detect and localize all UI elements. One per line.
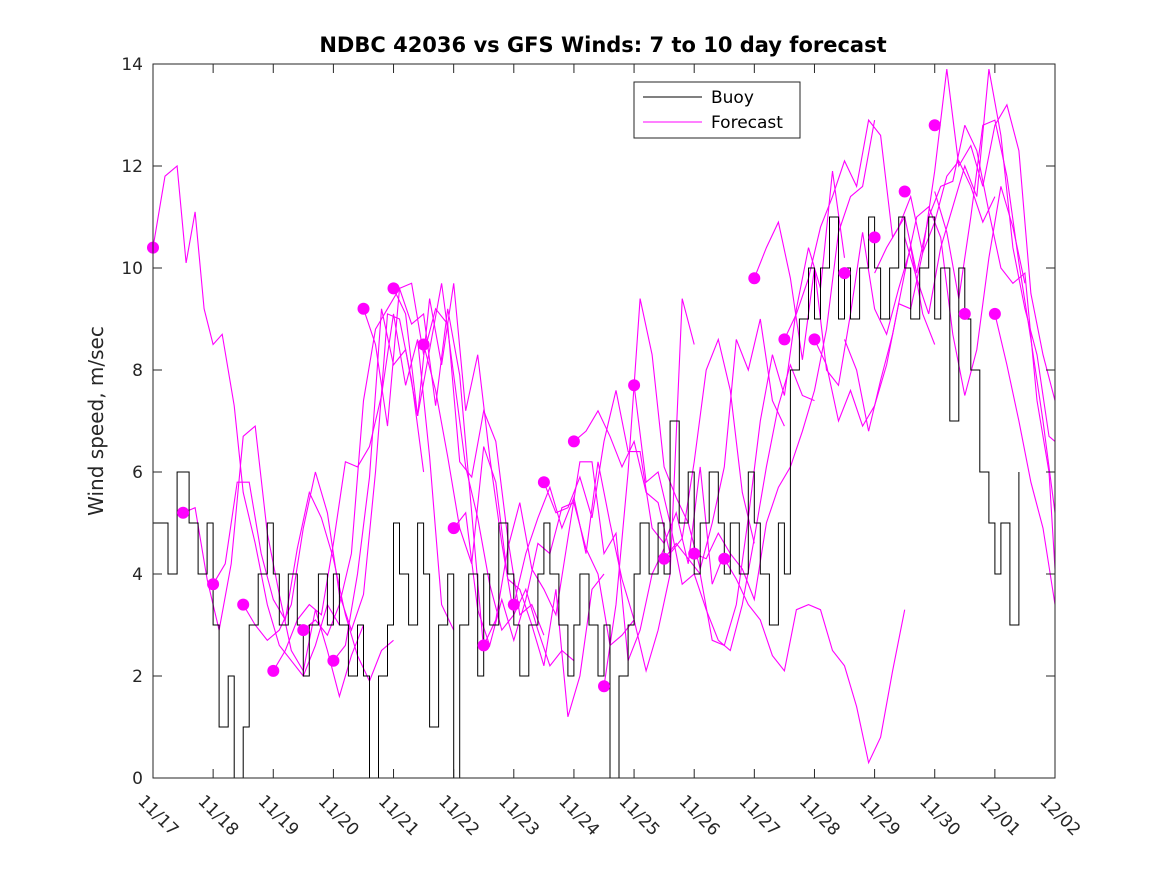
forecast-line-13 (513, 298, 695, 674)
y-tick-label: 14 (121, 55, 143, 75)
forecast-line-25 (874, 69, 1056, 401)
forecast-marker-20 (718, 552, 731, 565)
forecast-markers-group (147, 119, 1001, 693)
forecast-line-5 (272, 313, 455, 672)
forecast-line-27 (934, 119, 1056, 513)
forecast-marker-8 (357, 302, 370, 315)
forecast-marker-29 (988, 307, 1001, 320)
forecast-line-26 (904, 69, 1056, 442)
forecast-marker-11 (447, 522, 460, 535)
y-tick-label: 6 (132, 463, 143, 483)
forecast-marker-13 (507, 598, 520, 611)
forecast-marker-12 (477, 639, 490, 652)
y-tick-label: 4 (132, 565, 143, 585)
forecast-marker-26 (898, 185, 911, 198)
forecast-marker-19 (688, 547, 701, 560)
plot-frame (152, 63, 1056, 779)
y-tick-label: 8 (132, 361, 143, 381)
forecast-line-29 (994, 313, 1056, 605)
forecast-marker-9 (387, 282, 400, 295)
forecast-marker-3 (207, 578, 220, 591)
forecast-line-9 (393, 283, 575, 667)
chart-title: NDBC 42036 vs GFS Winds: 7 to 10 day for… (319, 33, 886, 57)
forecast-marker-24 (838, 267, 851, 280)
y-tick-label: 10 (121, 259, 143, 279)
forecast-marker-23 (808, 333, 821, 346)
forecast-marker-18 (658, 552, 671, 565)
forecast-line-7 (332, 283, 515, 662)
forecast-line-1 (152, 164, 340, 678)
forecast-marker-27 (928, 119, 941, 132)
forecast-marker-17 (628, 379, 641, 392)
forecast-line-22 (783, 118, 966, 340)
forecast-marker-2 (177, 506, 190, 519)
y-axis-label: Wind speed, m/sec (84, 326, 108, 516)
forecast-marker-15 (567, 435, 580, 448)
forecast-marker-16 (598, 680, 610, 693)
forecast-line-28 (964, 124, 1056, 569)
forecast-line-20 (723, 558, 906, 765)
forecast-marker-22 (778, 333, 791, 346)
forecast-line-23 (814, 159, 996, 428)
forecast-marker-21 (748, 272, 761, 285)
legend: Buoy Forecast (633, 81, 801, 139)
forecast-marker-28 (958, 307, 971, 320)
forecast-marker-6 (297, 624, 310, 637)
forecast-marker-25 (868, 231, 881, 244)
legend-box (633, 81, 801, 139)
legend-forecast-label: Forecast (711, 113, 783, 133)
buoy-series-group (153, 216, 1020, 779)
forecast-marker-7 (327, 654, 340, 667)
y-tick-label: 0 (132, 769, 143, 789)
y-tick-label: 2 (132, 667, 143, 687)
forecast-marker-10 (417, 338, 430, 351)
forecast-marker-4 (237, 598, 250, 611)
forecast-marker-5 (267, 664, 280, 677)
forecast-marker-14 (537, 476, 550, 489)
buoy-line (153, 216, 1020, 779)
legend-buoy-label: Buoy (711, 88, 754, 108)
y-tick-label: 12 (121, 157, 143, 177)
